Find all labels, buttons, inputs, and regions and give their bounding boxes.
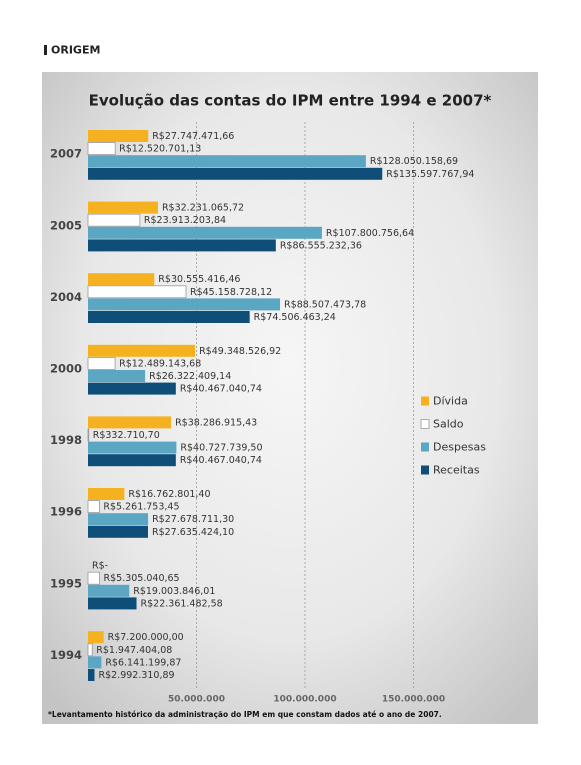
value-label: R$16.762.801,40 — [128, 489, 210, 500]
value-label: R$40.467.040,74 — [180, 455, 262, 466]
header-label: ORIGEM — [51, 44, 100, 57]
value-label: R$32.231.065,72 — [162, 203, 244, 214]
value-label: R$107.800.756,64 — [326, 228, 414, 239]
legend-label: Receitas — [433, 464, 480, 477]
bar — [87, 356, 116, 370]
footnote: *Levantamento histórico da administração… — [48, 710, 442, 719]
value-label: R$88.507.473,78 — [284, 299, 366, 310]
x-tick-label: 100.000.000 — [273, 695, 336, 705]
value-label: R$2.992.310,89 — [98, 670, 174, 681]
bar — [88, 597, 137, 610]
legend-swatch — [421, 396, 429, 406]
bar — [87, 285, 187, 299]
value-label: R$27.747.471,66 — [152, 131, 234, 142]
y-tick-label: 1994 — [50, 648, 82, 662]
value-label: R$5.305.040,65 — [104, 573, 180, 584]
y-tick-label: 2005 — [50, 218, 82, 232]
value-label: R$40.467.040,74 — [180, 384, 262, 395]
legend-swatch — [421, 442, 429, 452]
y-tick-label: 1998 — [50, 433, 82, 447]
header-mark — [44, 45, 47, 55]
value-label: R$19.003.846,01 — [133, 586, 215, 597]
y-tick-label: 1995 — [50, 576, 82, 590]
value-label: R$30.555.416,46 — [158, 274, 240, 285]
value-label: R$49.348.526,92 — [199, 346, 281, 357]
value-label: R$5.261.753,45 — [103, 502, 179, 513]
bar — [87, 500, 100, 514]
bar — [88, 513, 149, 526]
value-label: R$86.555.232,36 — [280, 240, 362, 251]
value-label: R$332.710,70 — [93, 430, 160, 441]
value-label: R$6.141.199,87 — [105, 657, 181, 668]
bar — [88, 273, 155, 286]
bar — [88, 416, 172, 429]
bar — [87, 142, 116, 156]
bar — [88, 344, 196, 357]
value-label: R$26.322.409,14 — [149, 371, 231, 382]
y-tick-label: 2000 — [50, 362, 82, 376]
value-label: R$38.286.915,43 — [175, 417, 257, 428]
bar — [88, 525, 148, 538]
bar — [88, 370, 146, 382]
bar — [88, 631, 104, 644]
bar — [88, 584, 130, 597]
bar — [88, 226, 322, 239]
bar — [88, 167, 383, 180]
legend-label: Saldo — [433, 418, 464, 431]
bar — [88, 488, 125, 500]
legend-label: Dívida — [433, 395, 468, 408]
value-label: R$23.913.203,84 — [144, 215, 226, 226]
value-label: R$7.200.000,00 — [108, 632, 184, 643]
bar — [88, 441, 177, 454]
legend-swatch — [421, 465, 429, 475]
value-label: R$1.947.404,08 — [96, 645, 172, 656]
legend-swatch — [420, 419, 430, 429]
value-label: R$12.489.143,68 — [119, 358, 201, 369]
y-tick-label: 2004 — [50, 290, 82, 304]
bar — [87, 213, 141, 227]
value-label: R$135.597.767,94 — [386, 169, 474, 180]
value-label: R$40.727.739,50 — [180, 443, 262, 454]
bar — [87, 571, 100, 585]
bar — [87, 428, 90, 442]
legend-label: Despesas — [433, 441, 486, 454]
value-label: R$22.361.482,58 — [141, 598, 223, 609]
bar — [88, 239, 276, 252]
y-tick-label: 1996 — [50, 505, 82, 519]
bar — [88, 311, 250, 323]
value-label: R$27.678.711,30 — [152, 514, 234, 525]
bar — [88, 382, 176, 395]
value-label: R$12.520.701,13 — [119, 144, 201, 155]
bar — [88, 201, 158, 214]
value-label: R$- — [92, 561, 108, 572]
value-label: R$45.158.728,12 — [190, 287, 272, 298]
x-tick-label: 150.000.000 — [382, 695, 445, 705]
chart-title: Evolução das contas do IPM entre 1994 e … — [89, 92, 492, 110]
value-label: R$27.635.424,10 — [152, 527, 234, 538]
y-tick-label: 2007 — [50, 147, 82, 161]
bar — [87, 643, 93, 657]
bar — [88, 656, 102, 669]
bar — [88, 454, 176, 467]
bar — [88, 130, 149, 142]
bar — [88, 669, 95, 681]
x-tick-label: 50.000.000 — [168, 695, 225, 705]
bar — [88, 298, 281, 311]
chart-panel — [42, 72, 538, 724]
bar — [88, 155, 366, 168]
value-label: R$128.050.158,69 — [370, 156, 458, 167]
value-label: R$74.506.463,24 — [254, 312, 336, 323]
